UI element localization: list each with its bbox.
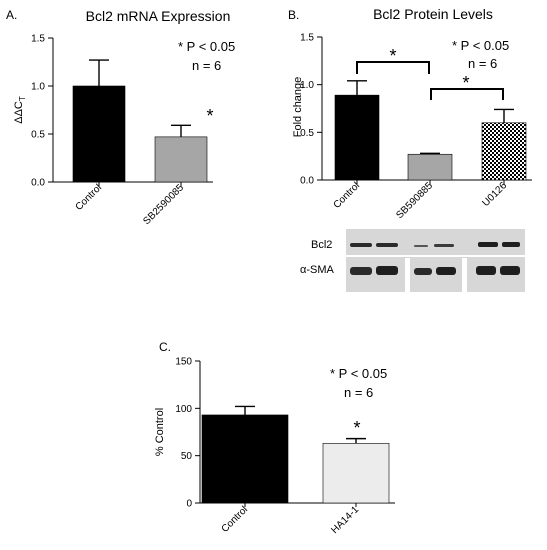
panel-a-y-tick-label: 0.5 [31,130,45,141]
panel-a-y-tick-label: 1.0 [31,82,45,93]
panel-a-n-note: n = 6 [192,58,221,73]
panel-a-category-label: Control [74,182,105,213]
panel-a: A. Bcl2 mRNA Expression ΔΔCT 0.0 0.5 1.0 1.… [6,8,235,227]
bcl2-band [376,243,398,247]
panel-b-bracket [356,61,430,74]
panel-c-bar [322,443,390,504]
panel-c-y-axis-label: % Control [154,408,166,456]
panel-a-y-tick-label: 1.5 [31,34,45,45]
panel-c-letter: C. [159,340,171,354]
panel-a-y-axis-label: ΔΔCT [13,96,27,124]
panel-b-y-tick-label: 0.5 [300,128,314,139]
blot-label-alpha-sma: α-SMA [300,264,335,276]
panel-b-y-tick-label: 0.0 [300,176,314,187]
panel-b-y-tick-label: 1.5 [300,33,314,44]
blot-membrane [346,229,525,292]
panel-b-letter: B. [288,8,299,22]
western-blot [346,229,525,292]
panel-a-significance-star: * [206,106,213,126]
panel-a-y-tick-label: 0.0 [31,178,45,189]
bcl2-band [350,243,372,247]
blot-gap-1 [405,258,410,292]
panel-b-category-label: U0126 [481,180,510,209]
panel-c-significance-star: * [353,418,360,438]
panel-a-title: Bcl2 mRNA Expression [86,8,231,24]
panel-b: B. Bcl2 Protein Levels Fold change 0.0 0.… [288,6,532,292]
panel-b-y-axis-label: Fold change [292,77,304,138]
blot-label-bcl2: Bcl2 [311,239,332,251]
panel-b-bar [481,122,527,181]
panel-a-bar [154,136,208,183]
panel-c-category-label: HA14-1 [329,504,361,536]
panel-c-bar [201,414,289,504]
panel-b-y-tick-label: 1.0 [300,80,314,91]
sma-band [376,266,398,275]
panel-a-bar [72,85,126,183]
sma-band [476,266,496,275]
panel-a-plot: 0.0 0.5 1.0 1.5 Control SB2590085 * [31,34,213,228]
panel-b-title: Bcl2 Protein Levels [373,6,493,22]
panel-c-y-tick-label: 0 [186,499,192,510]
panel-b-bracket [430,88,504,100]
panel-c-y-tick-label: 100 [175,404,192,415]
panel-c-y-tick-label: 50 [181,451,193,462]
blot-gap-2 [462,258,467,292]
bcl2-band [434,244,454,247]
panel-c-y-tick-label: 150 [175,357,192,368]
panel-b-bar [334,94,380,181]
panel-c-n-note: n = 6 [344,385,373,400]
panel-c-p-value-note: * P < 0.05 [330,366,387,381]
bcl2-band [414,245,428,247]
panel-b-n-note: n = 6 [468,56,497,71]
panel-b-category-label: Control [332,180,363,211]
sma-band [414,268,432,275]
sma-band [350,267,372,275]
panel-a-p-value-note: * P < 0.05 [178,39,235,54]
bcl2-band [478,242,498,247]
panel-b-significance-star: * [389,46,396,66]
panel-c-plot: 0 50 100 150 Control HA14-1 * [175,357,395,536]
panel-a-letter: A. [6,8,17,22]
bcl2-band [502,242,520,247]
panel-a-category-label: SB2590085 [141,182,186,227]
panel-c: C. % Control 0 50 100 150 Control HA14-1 * * P… [154,340,395,536]
panel-c-category-label: Control [220,504,251,535]
panel-b-bar [407,153,453,181]
panel-b-significance-star: * [462,73,469,93]
sma-band [500,266,520,275]
blot-divider [346,255,525,257]
panel-b-category-label: SB590885 [394,180,435,221]
panel-b-p-value-note: * P < 0.05 [452,38,509,53]
sma-band [436,267,456,275]
